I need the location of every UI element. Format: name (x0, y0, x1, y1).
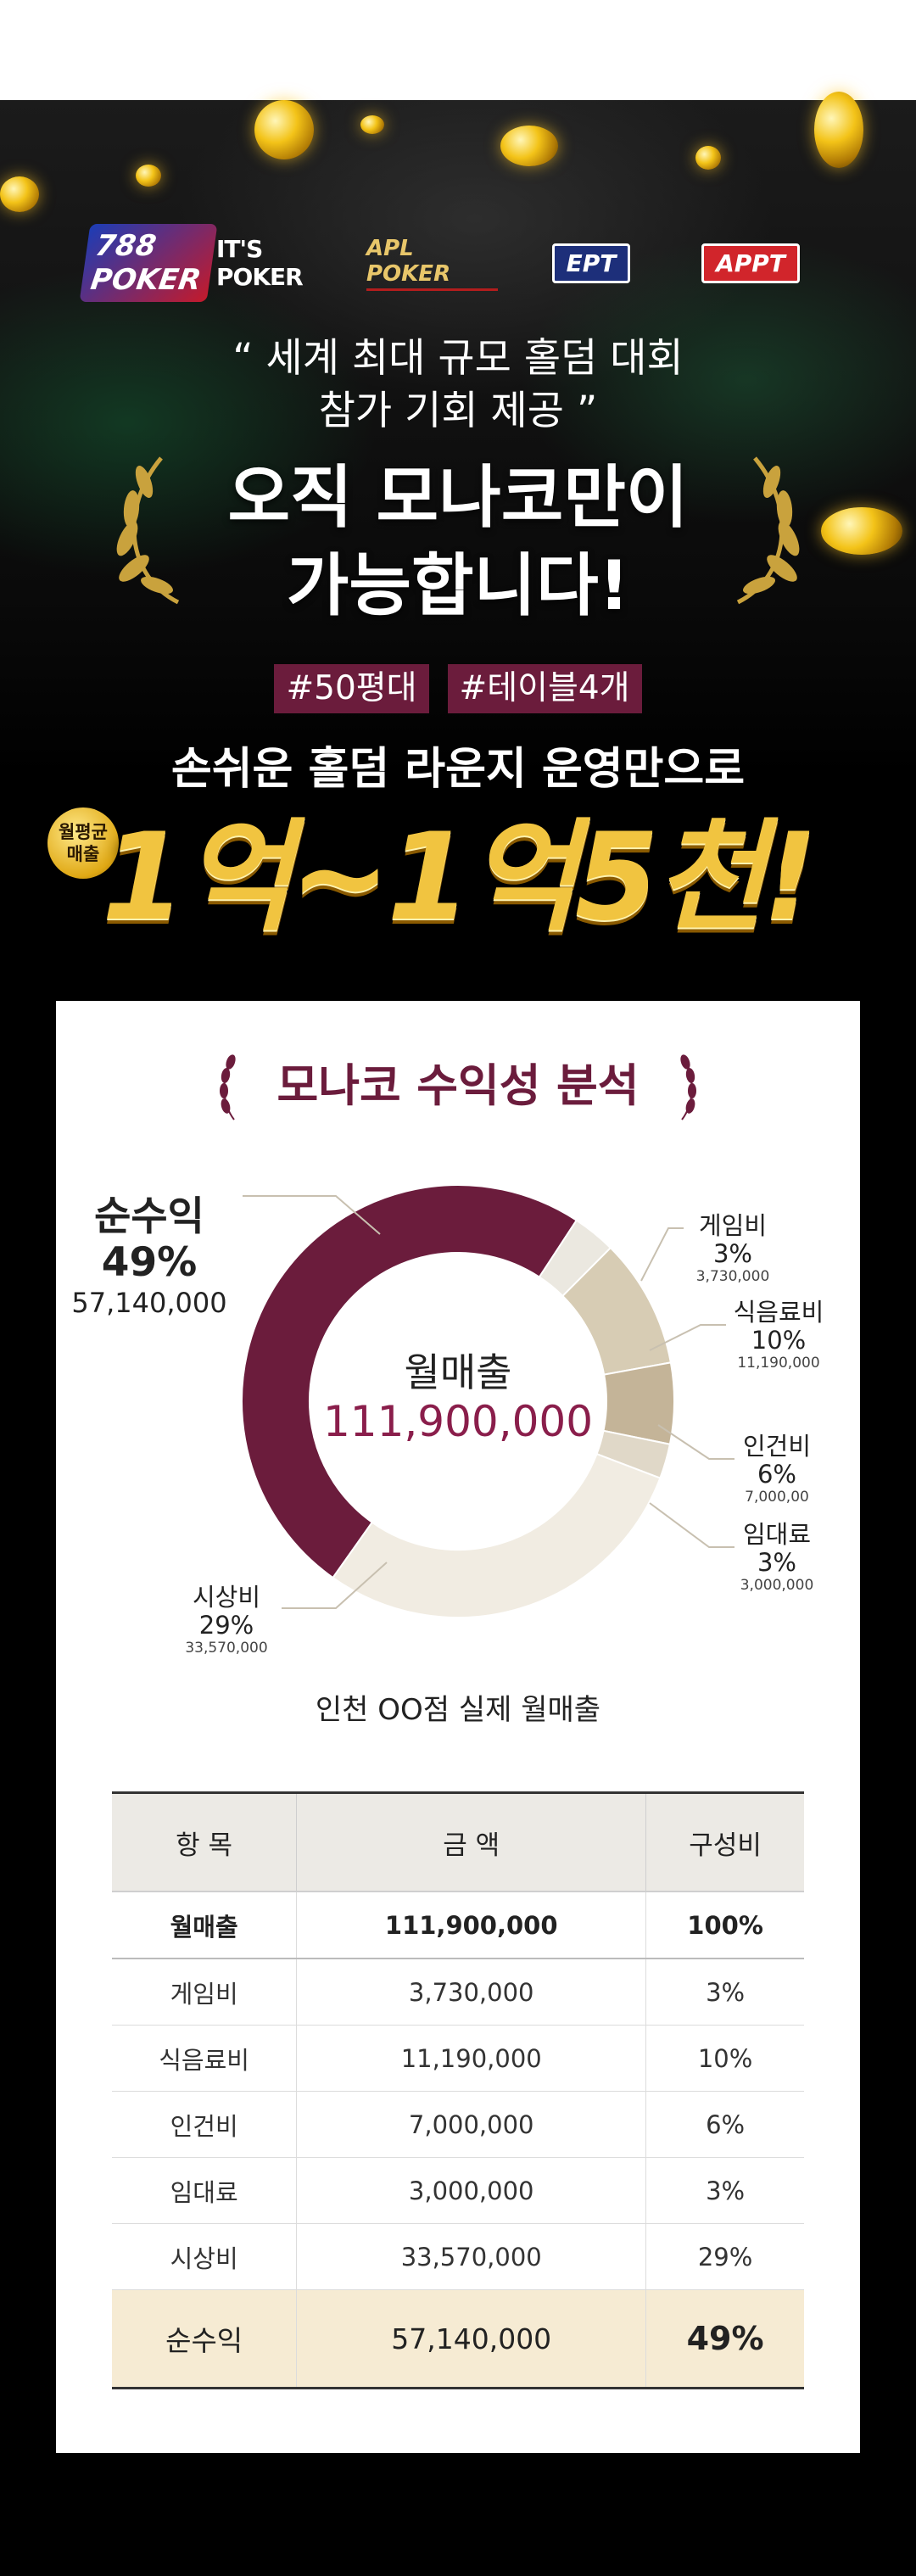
donut-chart-area: 월매출 111,900,000 순수익 49% 57,140,000 게임비 3… (56, 1001, 860, 1764)
slice-label-food: 식음료비 10% 11,190,000 (733, 1298, 824, 1372)
partner-logos: 788 POKER IT'S POKER APL POKER EPT APPT (0, 224, 916, 302)
logo-its-poker: IT'S POKER (216, 235, 304, 291)
leader-line-net-profit (243, 1195, 381, 1235)
slice-label-rent: 임대료 3% 3,000,000 (740, 1520, 814, 1594)
table-row: 인건비 7,000,000 6% (112, 2091, 804, 2158)
table-header-row: 항 목 금 액 구성비 (112, 1791, 804, 1892)
logo-apl-poker: APL POKER (366, 229, 498, 297)
headline-line: 오직 모나코만이 (227, 458, 689, 537)
donut-slice-prize (332, 1452, 662, 1618)
column-header: 구성비 (645, 1791, 804, 1892)
wheat-left-icon (220, 1054, 236, 1120)
leader-line-rent (649, 1502, 734, 1548)
hero-headline: 오직 모나코만이 가능합니다! (0, 454, 916, 630)
column-header: 금 액 (296, 1791, 646, 1892)
laurel-left-icon (116, 456, 180, 605)
donut-slice-net-profit (241, 1184, 578, 1579)
gold-coin-icon (500, 126, 558, 166)
table-row: 시상비 33,570,000 29% (112, 2223, 804, 2290)
gold-coin-icon (814, 92, 863, 168)
gold-coin-icon (0, 176, 39, 212)
gold-coin-icon (695, 146, 721, 170)
analysis-title: 모나코 수익성 분석 (276, 1060, 640, 1112)
table-row: 임대료 3,000,000 3% (112, 2157, 804, 2224)
chart-caption: 인천 OO점 실제 월매출 (315, 1693, 601, 1727)
leader-line-game (640, 1227, 684, 1282)
slice-label-game: 게임비 3% 3,730,000 (695, 1211, 770, 1285)
logo-appt: APPT (679, 229, 823, 297)
hashtag: #테이블4개 (447, 664, 642, 713)
gold-coin-icon (360, 115, 384, 134)
revenue-big-number: 1억~1억5천! (101, 807, 818, 947)
gold-coin-icon (821, 507, 902, 555)
quote-line: “ 세계 최대 규모 홀덤 대회 (232, 335, 684, 382)
column-header: 항 목 (112, 1791, 297, 1892)
revenue-table: 항 목 금 액 구성비 월매출 111,900,000 100% 게임비 3,730,… (112, 1791, 804, 2389)
hero-subline: 손쉬운 홀덤 라운지 운영만으로 (170, 744, 746, 795)
leader-line-food (649, 1324, 726, 1351)
logo-ept: EPT (519, 229, 663, 297)
monthly-average-badge: 월평균 매출 (47, 807, 119, 879)
slice-label-labor: 인건비 6% 7,000,00 (742, 1432, 812, 1506)
gold-coin-icon (254, 100, 314, 159)
hashtag: #50평대 (274, 664, 429, 713)
gold-coin-icon (136, 165, 161, 187)
wheat-right-icon (680, 1054, 696, 1120)
table-row: 게임비 3,730,000 3% (112, 1959, 804, 2026)
table-row: 식음료비 11,190,000 10% (112, 2025, 804, 2092)
logo-788-poker: 788 POKER (79, 224, 218, 302)
headline-line: 가능합니다! (286, 546, 630, 625)
slice-label-net-profit: 순수익 49% 57,140,000 (71, 1193, 227, 1320)
top-white-strip (0, 0, 916, 100)
hashtag-row: #50평대 #테이블4개 (0, 664, 916, 713)
center-label: 월매출 (404, 1349, 512, 1395)
table-row: 월매출 111,900,000 100% (112, 1891, 804, 1959)
profit-analysis-card: 모나코 수익성 분석 월매출 111,900,000 순수익 49% 57,14… (56, 1001, 860, 2453)
leader-line-prize (282, 1562, 388, 1609)
quote-line: 참가 기회 제공 ” (318, 388, 598, 434)
donut-chart (241, 1184, 734, 1618)
center-value: 111,900,000 (322, 1397, 594, 1446)
laurel-right-icon (736, 456, 800, 605)
table-row-net-profit: 순수익 57,140,000 49% (112, 2289, 804, 2389)
donut-center: 월매출 111,900,000 (288, 1349, 628, 1447)
slice-label-prize: 시상비 29% 33,570,000 (185, 1583, 268, 1657)
leader-line-labor (657, 1424, 734, 1460)
hero-quote: “ 세계 최대 규모 홀덤 대회 참가 기회 제공 ” (0, 332, 916, 438)
